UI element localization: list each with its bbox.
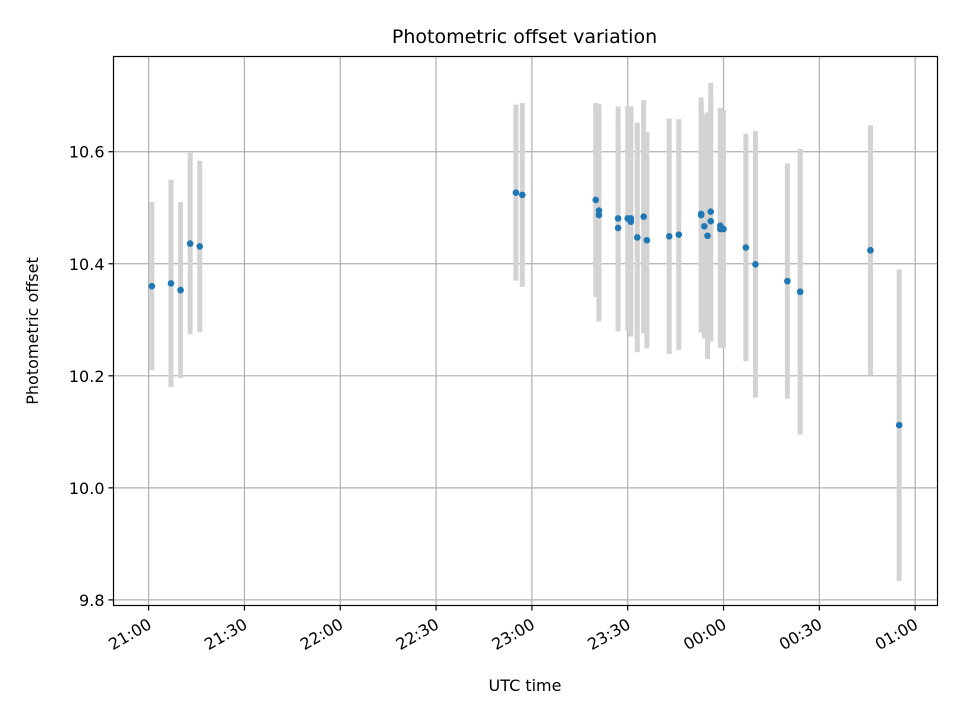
data-point	[512, 189, 520, 196]
data-point	[592, 196, 600, 204]
data-point	[519, 191, 526, 199]
data-point	[697, 210, 705, 218]
data-point	[720, 225, 727, 233]
data-point	[752, 261, 759, 268]
data-point	[595, 211, 603, 219]
data-point	[707, 208, 715, 215]
data-point	[867, 247, 874, 254]
x-tick-label: 00:30	[776, 615, 825, 655]
x-axis-ticks: 21:00 21:30 22:00 22:30 23:00 23:30 00:00 00:30…	[105, 605, 921, 655]
data-point	[196, 243, 204, 250]
data-point	[614, 224, 622, 232]
y-tick-label: 10.2	[69, 367, 105, 386]
data-point	[665, 233, 673, 240]
data-point	[701, 222, 708, 230]
x-tick-label: 21:30	[201, 615, 250, 655]
data-point	[177, 286, 184, 294]
data-points	[148, 189, 903, 429]
data-point	[627, 215, 635, 222]
data-point	[707, 217, 715, 225]
data-point	[784, 277, 791, 285]
plot-frame	[112, 55, 939, 607]
data-point	[704, 232, 711, 240]
x-axis-title: UTC time	[489, 676, 562, 695]
y-axis-title: Photometric offset	[23, 257, 42, 405]
x-tick-label: 21:00	[105, 615, 154, 655]
x-tick-label: 22:00	[297, 615, 346, 655]
x-tick-label: 22:30	[393, 615, 442, 655]
data-point	[675, 231, 683, 238]
grid	[113, 56, 938, 606]
data-point	[796, 288, 804, 296]
y-tick-label: 9.8	[79, 591, 104, 610]
data-point	[148, 282, 156, 290]
data-point	[742, 244, 750, 251]
data-point	[633, 234, 641, 241]
x-tick-label: 23:30	[584, 615, 633, 655]
y-tick-label: 10.0	[69, 479, 105, 498]
data-point	[167, 280, 175, 287]
y-tick-label: 10.4	[69, 255, 105, 274]
x-tick-label: 01:00	[872, 615, 921, 655]
data-point	[614, 215, 622, 222]
x-tick-label: 23:00	[488, 615, 537, 655]
x-tick-label: 00:00	[680, 615, 729, 655]
error-bars	[149, 82, 902, 581]
data-point	[640, 213, 647, 221]
y-tick-label: 10.6	[69, 143, 105, 162]
y-axis-ticks: 9.8 10.0 10.2 10.4 10.6	[69, 143, 114, 610]
data-point	[643, 236, 651, 244]
data-point	[186, 240, 194, 247]
data-point	[895, 421, 903, 429]
chart-title: Photometric offset variation	[392, 26, 657, 48]
